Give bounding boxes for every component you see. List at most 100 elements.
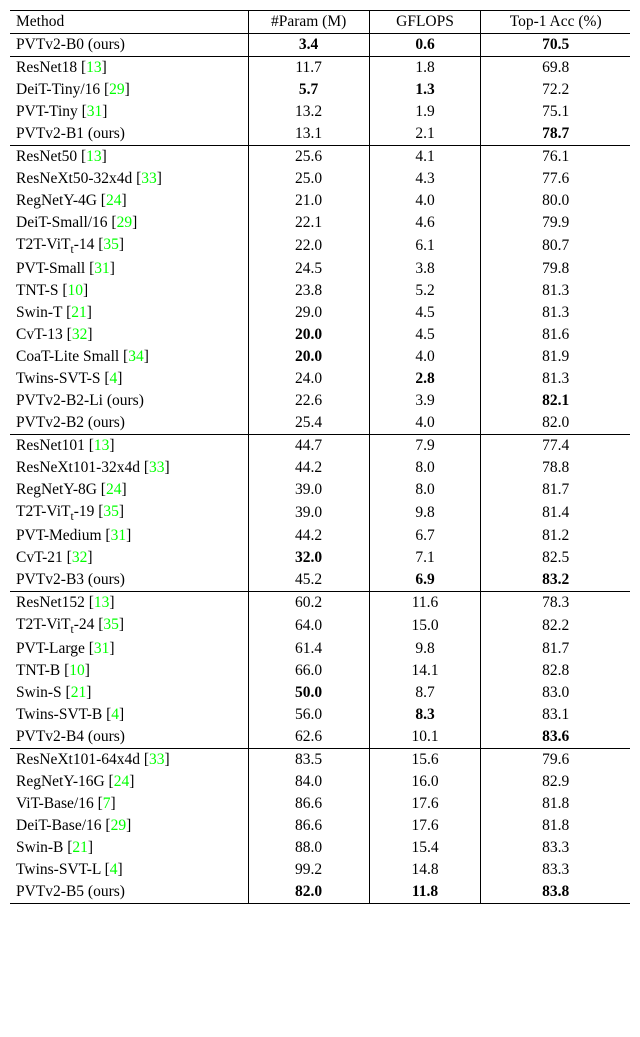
citation-link[interactable]: 31	[94, 260, 110, 277]
cell-method: RegNetY-4G [24]	[10, 190, 248, 212]
cell-gflops: 1.9	[369, 101, 481, 123]
cell-gflops: 8.0	[369, 457, 481, 479]
cell-param: 21.0	[248, 190, 369, 212]
citation-link[interactable]: 33	[149, 751, 165, 768]
cell-method: PVT-Medium [31]	[10, 525, 248, 547]
cell-acc: 77.6	[481, 168, 630, 190]
citation-link[interactable]: 24	[106, 192, 122, 209]
citation-link[interactable]: 29	[109, 81, 125, 98]
cell-gflops: 15.4	[369, 837, 481, 859]
citation-link[interactable]: 29	[117, 214, 133, 231]
citation-link[interactable]: 21	[71, 304, 87, 321]
cell-method: RegNetY-16G [24]	[10, 771, 248, 793]
cell-gflops: 7.1	[369, 547, 481, 569]
table-row: ViT-Base/16 [7]86.617.681.8	[10, 793, 630, 815]
cell-gflops: 1.8	[369, 57, 481, 80]
citation-link[interactable]: 31	[111, 527, 127, 544]
cell-gflops: 0.6	[369, 34, 481, 57]
cell-acc: 81.2	[481, 525, 630, 547]
citation-link[interactable]: 13	[86, 59, 102, 76]
col-header-acc: Top-1 Acc (%)	[481, 11, 630, 34]
cell-acc: 78.7	[481, 123, 630, 146]
citation-link[interactable]: 21	[72, 839, 88, 856]
cell-method: PVT-Small [31]	[10, 258, 248, 280]
col-header-gflops: GFLOPS	[369, 11, 481, 34]
table-row: PVTv2-B2 (ours)25.44.082.0	[10, 412, 630, 435]
cell-gflops: 8.7	[369, 682, 481, 704]
cell-param: 13.1	[248, 123, 369, 146]
citation-link[interactable]: 35	[103, 236, 119, 253]
table-row: ResNet18 [13]11.71.869.8	[10, 57, 630, 80]
cell-param: 45.2	[248, 569, 369, 592]
citation-link[interactable]: 31	[94, 640, 110, 657]
table-row: PVTv2-B5 (ours)82.011.883.8	[10, 881, 630, 904]
table-row: PVTv2-B2-Li (ours)22.63.982.1	[10, 390, 630, 412]
table-row: T2T-ViTt-19 [35]39.09.881.4	[10, 501, 630, 525]
cell-method: ResNet18 [13]	[10, 57, 248, 80]
citation-link[interactable]: 21	[71, 684, 87, 701]
citation-link[interactable]: 7	[103, 795, 111, 812]
citation-link[interactable]: 24	[114, 773, 130, 790]
cell-gflops: 15.6	[369, 749, 481, 772]
cell-acc: 83.2	[481, 569, 630, 592]
table-row: ResNeXt101-32x4d [33]44.28.078.8	[10, 457, 630, 479]
citation-link[interactable]: 13	[86, 148, 102, 165]
cell-acc: 78.3	[481, 592, 630, 615]
citation-link[interactable]: 35	[103, 503, 119, 520]
table-row: PVTv2-B1 (ours)13.12.178.7	[10, 123, 630, 146]
cell-param: 39.0	[248, 479, 369, 501]
citation-link[interactable]: 29	[111, 817, 127, 834]
citation-link[interactable]: 32	[72, 326, 88, 343]
citation-link[interactable]: 4	[110, 370, 118, 387]
cell-method: PVTv2-B1 (ours)	[10, 123, 248, 146]
cell-gflops: 1.3	[369, 79, 481, 101]
table-row: PVT-Tiny [31]13.21.975.1	[10, 101, 630, 123]
citation-link[interactable]: 31	[87, 103, 103, 120]
table-row: T2T-ViTt-14 [35]22.06.180.7	[10, 234, 630, 258]
cell-param: 83.5	[248, 749, 369, 772]
cell-param: 13.2	[248, 101, 369, 123]
cell-method: CvT-13 [32]	[10, 324, 248, 346]
cell-method: Twins-SVT-B [4]	[10, 704, 248, 726]
cell-acc: 77.4	[481, 435, 630, 458]
table-row: PVT-Small [31]24.53.879.8	[10, 258, 630, 280]
citation-link[interactable]: 24	[106, 481, 122, 498]
cell-gflops: 15.0	[369, 614, 481, 638]
citation-link[interactable]: 4	[111, 706, 119, 723]
cell-param: 88.0	[248, 837, 369, 859]
citation-link[interactable]: 35	[103, 616, 119, 633]
cell-param: 29.0	[248, 302, 369, 324]
cell-method: Twins-SVT-L [4]	[10, 859, 248, 881]
citation-link[interactable]: 34	[128, 348, 144, 365]
table-row: ResNet50 [13]25.64.176.1	[10, 146, 630, 169]
cell-gflops: 6.7	[369, 525, 481, 547]
cell-param: 5.7	[248, 79, 369, 101]
citation-link[interactable]: 32	[72, 549, 88, 566]
table-row: DeiT-Small/16 [29]22.14.679.9	[10, 212, 630, 234]
citation-link[interactable]: 13	[94, 437, 110, 454]
citation-link[interactable]: 10	[69, 662, 85, 679]
table-row: Swin-B [21]88.015.483.3	[10, 837, 630, 859]
citation-link[interactable]: 33	[149, 459, 165, 476]
cell-gflops: 4.0	[369, 412, 481, 435]
cell-acc: 81.3	[481, 280, 630, 302]
cell-param: 86.6	[248, 793, 369, 815]
cell-param: 20.0	[248, 324, 369, 346]
cell-acc: 83.3	[481, 859, 630, 881]
cell-method: PVT-Tiny [31]	[10, 101, 248, 123]
cell-method: Swin-T [21]	[10, 302, 248, 324]
table-row: CoaT-Lite Small [34]20.04.081.9	[10, 346, 630, 368]
cell-gflops: 16.0	[369, 771, 481, 793]
cell-param: 25.0	[248, 168, 369, 190]
citation-link[interactable]: 4	[110, 861, 118, 878]
table-row: DeiT-Base/16 [29]86.617.681.8	[10, 815, 630, 837]
cell-method: ResNet152 [13]	[10, 592, 248, 615]
cell-param: 25.4	[248, 412, 369, 435]
cell-acc: 82.1	[481, 390, 630, 412]
cell-acc: 82.2	[481, 614, 630, 638]
cell-method: ResNeXt50-32x4d [33]	[10, 168, 248, 190]
citation-link[interactable]: 10	[68, 282, 84, 299]
citation-link[interactable]: 13	[94, 594, 110, 611]
citation-link[interactable]: 33	[141, 170, 157, 187]
cell-gflops: 2.1	[369, 123, 481, 146]
